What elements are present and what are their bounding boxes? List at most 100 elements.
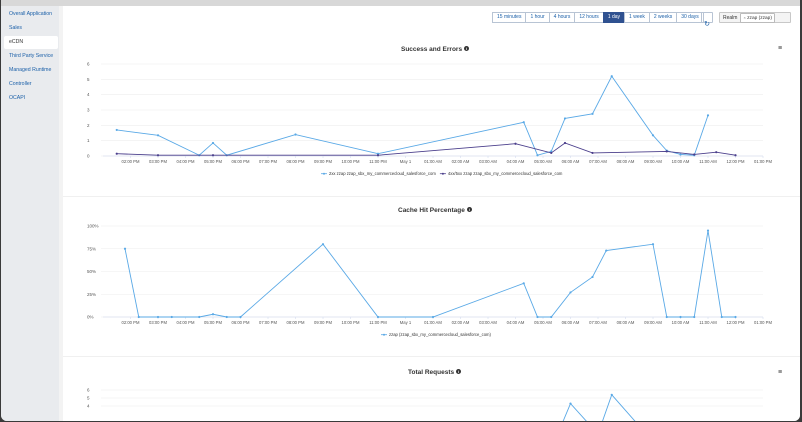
x-tick-label: 02:00 PM	[122, 320, 140, 325]
x-tick-label: 03:00 AM	[479, 159, 497, 164]
main-content: 15 minutes 1 hour 4 hours 12 hours 1 day…	[63, 6, 800, 421]
y-tick-label: 3	[87, 108, 90, 113]
sidebar-item-overall-application[interactable]: Overall Application	[9, 11, 52, 17]
info-icon: i	[464, 46, 470, 51]
data-point	[239, 315, 242, 319]
data-point	[156, 315, 160, 319]
sidebar-item-ecdn[interactable]: eCDN	[4, 36, 58, 49]
data-point	[156, 134, 160, 137]
legend-label: zzap (zzap_sbx_my_commercecloud_salesfor…	[389, 332, 492, 337]
x-tick-label: 03:00 AM	[479, 320, 497, 325]
sidebar-item-controller[interactable]: Controller	[9, 81, 32, 87]
x-tick-label: 09:00 AM	[644, 159, 662, 164]
y-tick-label: 4	[87, 92, 90, 97]
x-tick-label: 09:00 PM	[314, 159, 332, 164]
data-point	[591, 151, 594, 155]
data-point	[536, 315, 539, 319]
x-tick-label: May 1	[400, 159, 412, 164]
data-point	[665, 315, 668, 319]
x-tick-label: 03:00 PM	[149, 320, 167, 325]
info-icon: i	[466, 207, 472, 212]
range-1-hour[interactable]: 1 hour	[525, 12, 550, 23]
sidebar-item-ocapi[interactable]: OCAPI	[9, 95, 26, 101]
x-tick-label: 01:00 AM	[424, 159, 442, 164]
data-point	[610, 393, 613, 396]
y-tick-label: 1	[87, 138, 90, 143]
realm-label: Realm	[723, 14, 738, 21]
total-requests-chart: 4 5 6	[87, 388, 763, 421]
data-point	[376, 315, 380, 319]
tag-close-icon[interactable]: ×	[743, 14, 746, 20]
y-tick-label: 4	[87, 404, 90, 409]
data-point	[156, 154, 160, 157]
legend-label: 2xx zzap zzap_sbx_my_commercecloud_sales…	[329, 171, 436, 176]
x-tick-label: 05:00 AM	[534, 159, 552, 164]
x-tick-label: 10:00 PM	[342, 159, 360, 164]
data-point	[734, 315, 737, 319]
x-tick-label: 04:00 PM	[177, 320, 195, 325]
y-tick-label: 2	[87, 123, 90, 128]
data-point	[715, 151, 718, 154]
x-tick-label: 10:00 PM	[342, 320, 360, 325]
range-12-hours[interactable]: 12 hours	[574, 12, 604, 23]
x-tick-label: 10:00 AM	[672, 159, 690, 164]
realm-value: zzap (zzap)	[747, 15, 772, 21]
sidebar-item-managed-runtime[interactable]: Managed Runtime	[9, 67, 52, 73]
range-15-minutes[interactable]: 15 minutes	[492, 12, 527, 23]
range-4-hours[interactable]: 4 hours	[548, 12, 576, 23]
data-point	[211, 154, 215, 157]
series-line	[116, 142, 736, 156]
sidebar-item-third-party-service[interactable]: Third Party Service	[9, 53, 54, 59]
data-point	[115, 128, 118, 132]
chart-title-total-requests: Total Requests i	[408, 369, 462, 376]
x-tick-label: 12:00 PM	[727, 159, 745, 164]
y-tick-label: 6	[87, 388, 90, 393]
range-30-days[interactable]: 30 days	[676, 12, 704, 23]
x-tick-label: 06:00 PM	[232, 320, 250, 325]
y-tick-label: 25%	[87, 292, 96, 297]
sidebar-item-sales[interactable]: Sales	[9, 25, 22, 31]
range-2-weeks[interactable]: 2 weeks	[648, 12, 678, 23]
x-tick-label: 02:00 AM	[452, 320, 470, 325]
data-point	[605, 249, 608, 252]
y-tick-label: 5	[87, 77, 90, 82]
realm-selector[interactable]: Realm × zzap (zzap)	[719, 12, 791, 23]
series-line	[116, 75, 709, 156]
data-point	[569, 291, 572, 294]
data-point	[550, 315, 553, 319]
data-point	[198, 315, 201, 319]
refresh-button[interactable]: ↻	[701, 12, 713, 28]
x-tick-label: 03:00 PM	[149, 159, 167, 164]
data-point	[563, 141, 567, 145]
data-point	[115, 152, 118, 155]
data-point	[170, 315, 173, 319]
series-line	[562, 393, 636, 421]
x-tick-label: 06:00 AM	[562, 320, 580, 325]
chart-menu-icon[interactable]: ≡	[778, 369, 783, 376]
chart-menu-icon[interactable]: ≡	[778, 45, 783, 52]
data-point	[514, 142, 517, 145]
range-1-week[interactable]: 1 week	[624, 12, 650, 23]
x-tick-label: 01:00 PM	[754, 159, 772, 164]
x-tick-label: 05:00 PM	[204, 159, 222, 164]
data-point	[550, 151, 553, 155]
x-tick-label: 11:00 AM	[699, 159, 717, 164]
data-point	[294, 133, 297, 136]
time-range-selector: 15 minutes 1 hour 4 hours 12 hours 1 day…	[492, 12, 704, 23]
data-point	[720, 315, 723, 319]
x-tick-label: 11:00 AM	[699, 320, 717, 325]
x-tick-label: 05:00 PM	[204, 320, 222, 325]
series-line	[124, 230, 736, 318]
chart-title-success-errors: Success and Errors i	[401, 46, 470, 53]
x-tick-label: 01:00 AM	[424, 320, 442, 325]
data-point	[693, 315, 696, 319]
x-tick-label: 07:00 AM	[589, 320, 607, 325]
info-icon: i	[456, 369, 462, 374]
data-point	[137, 315, 140, 319]
range-1-day[interactable]: 1 day	[602, 12, 626, 23]
x-tick-label: 12:00 PM	[727, 320, 745, 325]
refresh-icon: ↻	[704, 21, 710, 28]
realm-value-tag[interactable]: × zzap (zzap)	[740, 12, 775, 23]
data-point	[591, 275, 594, 279]
